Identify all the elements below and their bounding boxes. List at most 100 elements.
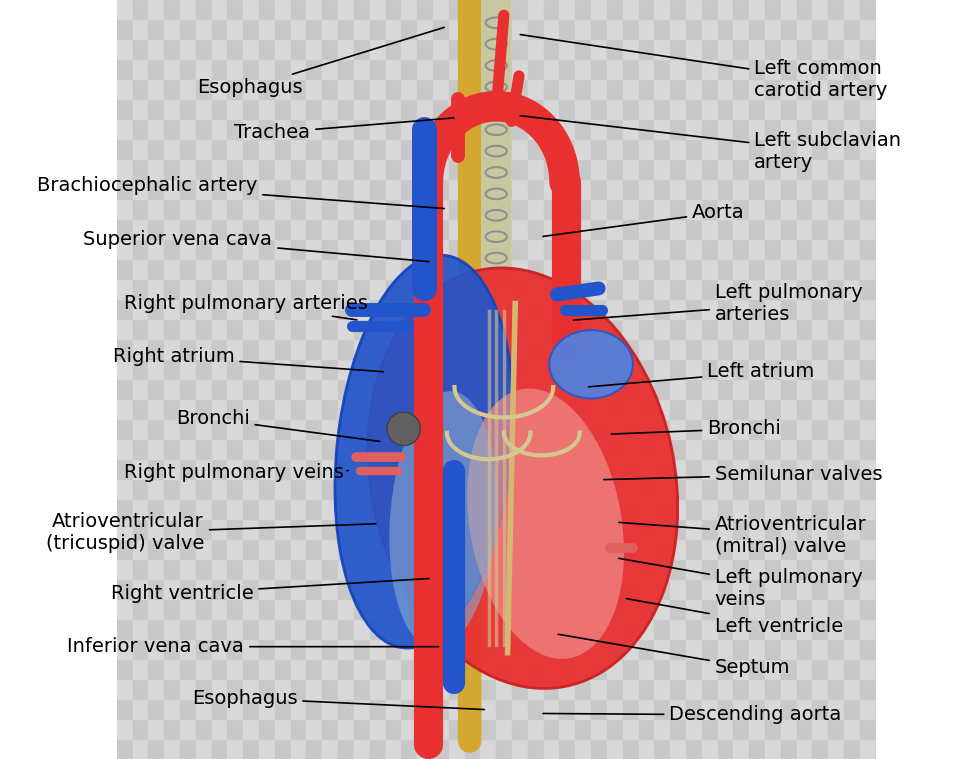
Bar bbox=[623, 319, 638, 339]
Bar bbox=[211, 499, 228, 519]
Bar bbox=[655, 79, 670, 99]
Bar bbox=[718, 719, 733, 739]
Bar bbox=[702, 459, 718, 479]
Bar bbox=[780, 639, 797, 659]
Bar bbox=[812, 659, 828, 679]
Bar bbox=[638, 339, 655, 359]
Bar bbox=[291, 699, 306, 719]
Bar bbox=[623, 39, 638, 59]
Bar bbox=[607, 359, 623, 379]
Bar bbox=[575, 79, 591, 99]
Bar bbox=[196, 559, 211, 579]
Bar bbox=[211, 699, 228, 719]
Bar bbox=[591, 339, 607, 359]
Bar bbox=[733, 539, 749, 559]
Bar bbox=[465, 259, 480, 279]
Bar bbox=[638, 459, 655, 479]
Bar bbox=[448, 0, 465, 19]
Bar bbox=[686, 259, 702, 279]
Bar bbox=[591, 199, 607, 219]
Bar bbox=[401, 699, 418, 719]
Bar bbox=[496, 699, 512, 719]
Bar bbox=[765, 179, 780, 199]
Bar bbox=[670, 279, 686, 299]
Bar bbox=[149, 239, 164, 259]
Bar bbox=[338, 559, 354, 579]
Bar bbox=[892, 299, 907, 319]
Bar bbox=[433, 679, 448, 699]
Bar bbox=[560, 679, 575, 699]
Bar bbox=[465, 639, 480, 659]
Bar bbox=[670, 499, 686, 519]
Bar bbox=[164, 159, 180, 179]
Bar bbox=[306, 19, 323, 39]
Bar bbox=[275, 739, 291, 759]
Bar bbox=[670, 359, 686, 379]
Bar bbox=[607, 139, 623, 159]
Bar bbox=[749, 719, 765, 739]
Bar bbox=[860, 99, 876, 119]
Bar bbox=[812, 419, 828, 439]
Bar bbox=[164, 559, 180, 579]
Bar bbox=[892, 559, 907, 579]
Bar bbox=[275, 119, 291, 139]
Bar bbox=[512, 719, 528, 739]
Bar bbox=[117, 239, 132, 259]
Bar bbox=[323, 659, 338, 679]
Bar bbox=[892, 19, 907, 39]
Bar bbox=[338, 339, 354, 359]
Bar bbox=[338, 599, 354, 619]
Bar bbox=[860, 39, 876, 59]
Bar bbox=[780, 359, 797, 379]
Bar bbox=[733, 179, 749, 199]
Bar bbox=[575, 179, 591, 199]
Bar bbox=[164, 379, 180, 399]
Bar bbox=[306, 379, 323, 399]
Bar bbox=[575, 459, 591, 479]
Bar bbox=[812, 539, 828, 559]
Bar bbox=[780, 279, 797, 299]
Bar bbox=[702, 559, 718, 579]
Bar bbox=[132, 299, 149, 319]
Bar bbox=[291, 379, 306, 399]
Bar bbox=[211, 259, 228, 279]
Bar bbox=[686, 459, 702, 479]
Bar bbox=[433, 579, 448, 599]
Bar bbox=[749, 279, 765, 299]
Bar bbox=[196, 519, 211, 539]
Bar bbox=[275, 559, 291, 579]
Bar bbox=[418, 439, 433, 459]
Bar bbox=[828, 279, 844, 299]
Bar bbox=[543, 179, 560, 199]
Bar bbox=[401, 599, 418, 619]
Bar bbox=[496, 559, 512, 579]
Bar bbox=[323, 479, 338, 499]
Bar bbox=[892, 199, 907, 219]
Bar bbox=[749, 59, 765, 79]
Bar bbox=[528, 439, 543, 459]
Bar bbox=[749, 299, 765, 319]
Text: Aorta: Aorta bbox=[543, 203, 745, 237]
Bar bbox=[892, 379, 907, 399]
Bar bbox=[686, 119, 702, 139]
Bar bbox=[780, 139, 797, 159]
Bar bbox=[117, 539, 132, 559]
Bar bbox=[749, 339, 765, 359]
Bar bbox=[117, 379, 132, 399]
Bar bbox=[718, 459, 733, 479]
Bar bbox=[780, 579, 797, 599]
Bar bbox=[259, 39, 275, 59]
Bar bbox=[480, 479, 496, 499]
Bar bbox=[607, 619, 623, 639]
Bar bbox=[370, 619, 386, 639]
Bar bbox=[370, 519, 386, 539]
Bar bbox=[860, 739, 876, 759]
Bar bbox=[259, 619, 275, 639]
Bar bbox=[433, 399, 448, 419]
Bar bbox=[718, 619, 733, 639]
Bar bbox=[243, 559, 259, 579]
Bar bbox=[543, 199, 560, 219]
Bar bbox=[528, 679, 543, 699]
Bar bbox=[465, 679, 480, 699]
Bar bbox=[418, 679, 433, 699]
